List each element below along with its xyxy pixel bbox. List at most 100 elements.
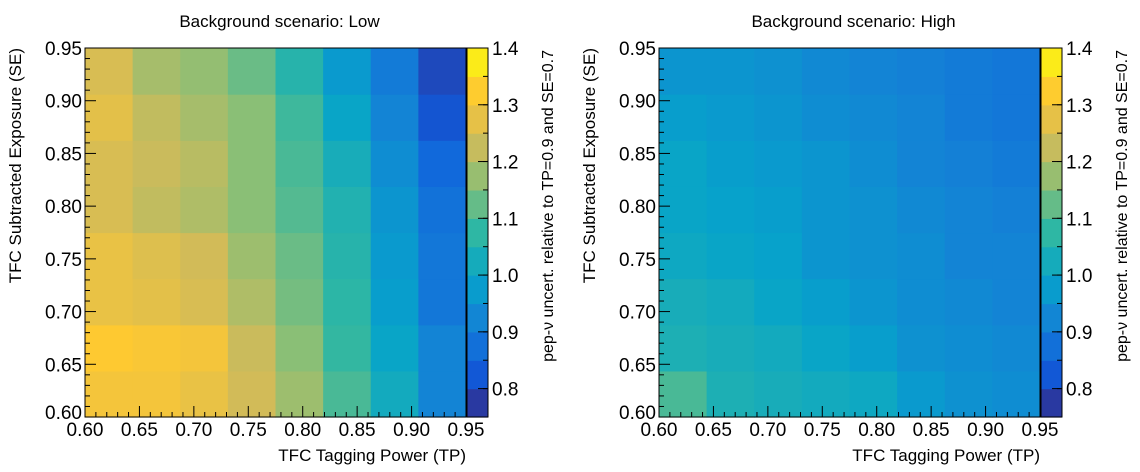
plot-frame: [84, 47, 467, 418]
heatmap-cell: [323, 324, 372, 372]
heatmap-cell: [370, 324, 419, 372]
colorbar-band: [1041, 360, 1062, 390]
heatmap-cell: [801, 48, 851, 95]
colorbar-band: [1041, 303, 1062, 333]
heatmap-cell: [754, 48, 803, 95]
y-tick-label: 0.65: [619, 355, 656, 376]
heatmap-cell: [323, 186, 372, 234]
heatmap-cell: [275, 94, 324, 141]
heatmap-cell: [227, 370, 277, 418]
colorbar-band: [467, 48, 488, 77]
colorbar-tick-label: 1.0: [492, 266, 518, 287]
colorbar-tick-label: 1.3: [1066, 96, 1092, 117]
x-tick-label: 0.65: [695, 420, 732, 441]
x-tick-label: 0.95: [448, 420, 485, 441]
colorbar-band: [467, 161, 488, 191]
heatmap-cell: [275, 370, 324, 418]
y-tick-label: 0.75: [619, 250, 656, 271]
heatmap-cell: [227, 140, 277, 187]
heatmap-cell: [418, 232, 467, 280]
heatmap-cell: [132, 48, 181, 95]
heatmap-cell: [944, 370, 993, 418]
y-tick-label: 0.65: [45, 355, 82, 376]
colorbar-band: [467, 331, 488, 361]
heatmap-cell: [801, 186, 851, 234]
heatmap-cell: [275, 278, 324, 326]
heatmap-cell: [370, 48, 419, 95]
colorbar-tick-label: 0.8: [1066, 380, 1092, 401]
heatmap-cell: [897, 186, 946, 234]
heatmap-cell: [132, 140, 181, 187]
heatmap-cell: [754, 370, 803, 418]
heatmap-cell: [754, 232, 803, 280]
heatmap-cell: [849, 370, 898, 418]
y-tick-label: 0.85: [45, 144, 82, 165]
heatmap-cell: [85, 140, 134, 187]
heatmap-cell: [418, 324, 467, 372]
heatmap-cell: [897, 232, 946, 280]
heatmap-cell: [801, 140, 851, 187]
heatmap-cell: [706, 186, 755, 234]
colorbar-frame: [466, 47, 489, 418]
x-tick-label: 0.75: [804, 420, 841, 441]
heatmap-cell: [418, 94, 467, 141]
heatmap-cell: [659, 94, 708, 141]
colorbar-band: [467, 360, 488, 390]
colorbar-band: [1041, 189, 1062, 219]
heatmap-cell: [418, 140, 467, 187]
heatmap-cell: [754, 324, 803, 372]
heatmap-cell: [706, 232, 755, 280]
heatmap-cell: [227, 48, 277, 95]
heatmap-cell: [659, 48, 708, 95]
heatmap-cell: [180, 94, 229, 141]
heatmap-cell: [180, 278, 229, 326]
y-tick-label: 0.60: [619, 403, 656, 424]
y-tick-label: 0.70: [619, 303, 656, 324]
heatmap-cell: [180, 48, 229, 95]
heatmap-cell: [849, 232, 898, 280]
heatmap-cell: [132, 186, 181, 234]
heatmap-cell: [944, 278, 993, 326]
colorbar-band: [1041, 246, 1062, 276]
heatmap-cell: [992, 370, 1041, 418]
x-tick-label: 0.60: [641, 420, 678, 441]
heatmap-cell: [992, 324, 1041, 372]
heatmap-cell: [132, 278, 181, 326]
heatmap-cell: [897, 324, 946, 372]
heatmap-cell: [706, 370, 755, 418]
plot-frame: [658, 47, 1041, 418]
heatmap-cell: [706, 324, 755, 372]
colorbar-band: [1041, 104, 1062, 134]
y-tick-label: 0.95: [45, 39, 82, 60]
x-tick-label: 0.80: [284, 420, 321, 441]
heatmap-cell: [849, 186, 898, 234]
colorbar-tick-label: 0.9: [492, 323, 518, 344]
heatmap-panel-2: 0.60 0.65 0.70 0.75 0.80 0.85 0.90 0.95 0.60 0.65…: [580, 12, 1131, 465]
heatmap-cell: [180, 186, 229, 234]
heatmap-cell: [897, 48, 946, 95]
colorbar-band: [467, 104, 488, 134]
y-tick-label: 0.75: [45, 250, 82, 271]
x-tick-label: 0.85: [913, 420, 950, 441]
y-axis-title: TFC Subtracted Exposure (SE): [6, 48, 25, 283]
colorbar-tick-label: 1.4: [492, 39, 519, 60]
heatmap-cell: [85, 48, 134, 95]
heatmap-cell: [275, 186, 324, 234]
colorbar-band: [1041, 133, 1062, 163]
heatmap-cell: [706, 48, 755, 95]
y-tick-label: 0.85: [619, 144, 656, 165]
colorbar-title: pep-ν uncert. relative to TP=0.9 and SE=…: [540, 50, 557, 362]
y-tick-label: 0.80: [619, 197, 656, 218]
heatmap-cell: [85, 278, 134, 326]
colorbar-band: [467, 303, 488, 333]
heatmap-cell: [706, 140, 755, 187]
heatmap-cell: [944, 324, 993, 372]
heatmap-cell: [992, 278, 1041, 326]
heatmap-cell: [227, 324, 277, 372]
heatmap-cell: [85, 186, 134, 234]
heatmap-cell: [227, 232, 277, 280]
heatmap-cell: [323, 48, 372, 95]
x-tick-label: 0.95: [1022, 420, 1059, 441]
colorbar-tick-label: 1.1: [1066, 209, 1092, 230]
colorbar-tick-label: 1.4: [1066, 39, 1093, 60]
